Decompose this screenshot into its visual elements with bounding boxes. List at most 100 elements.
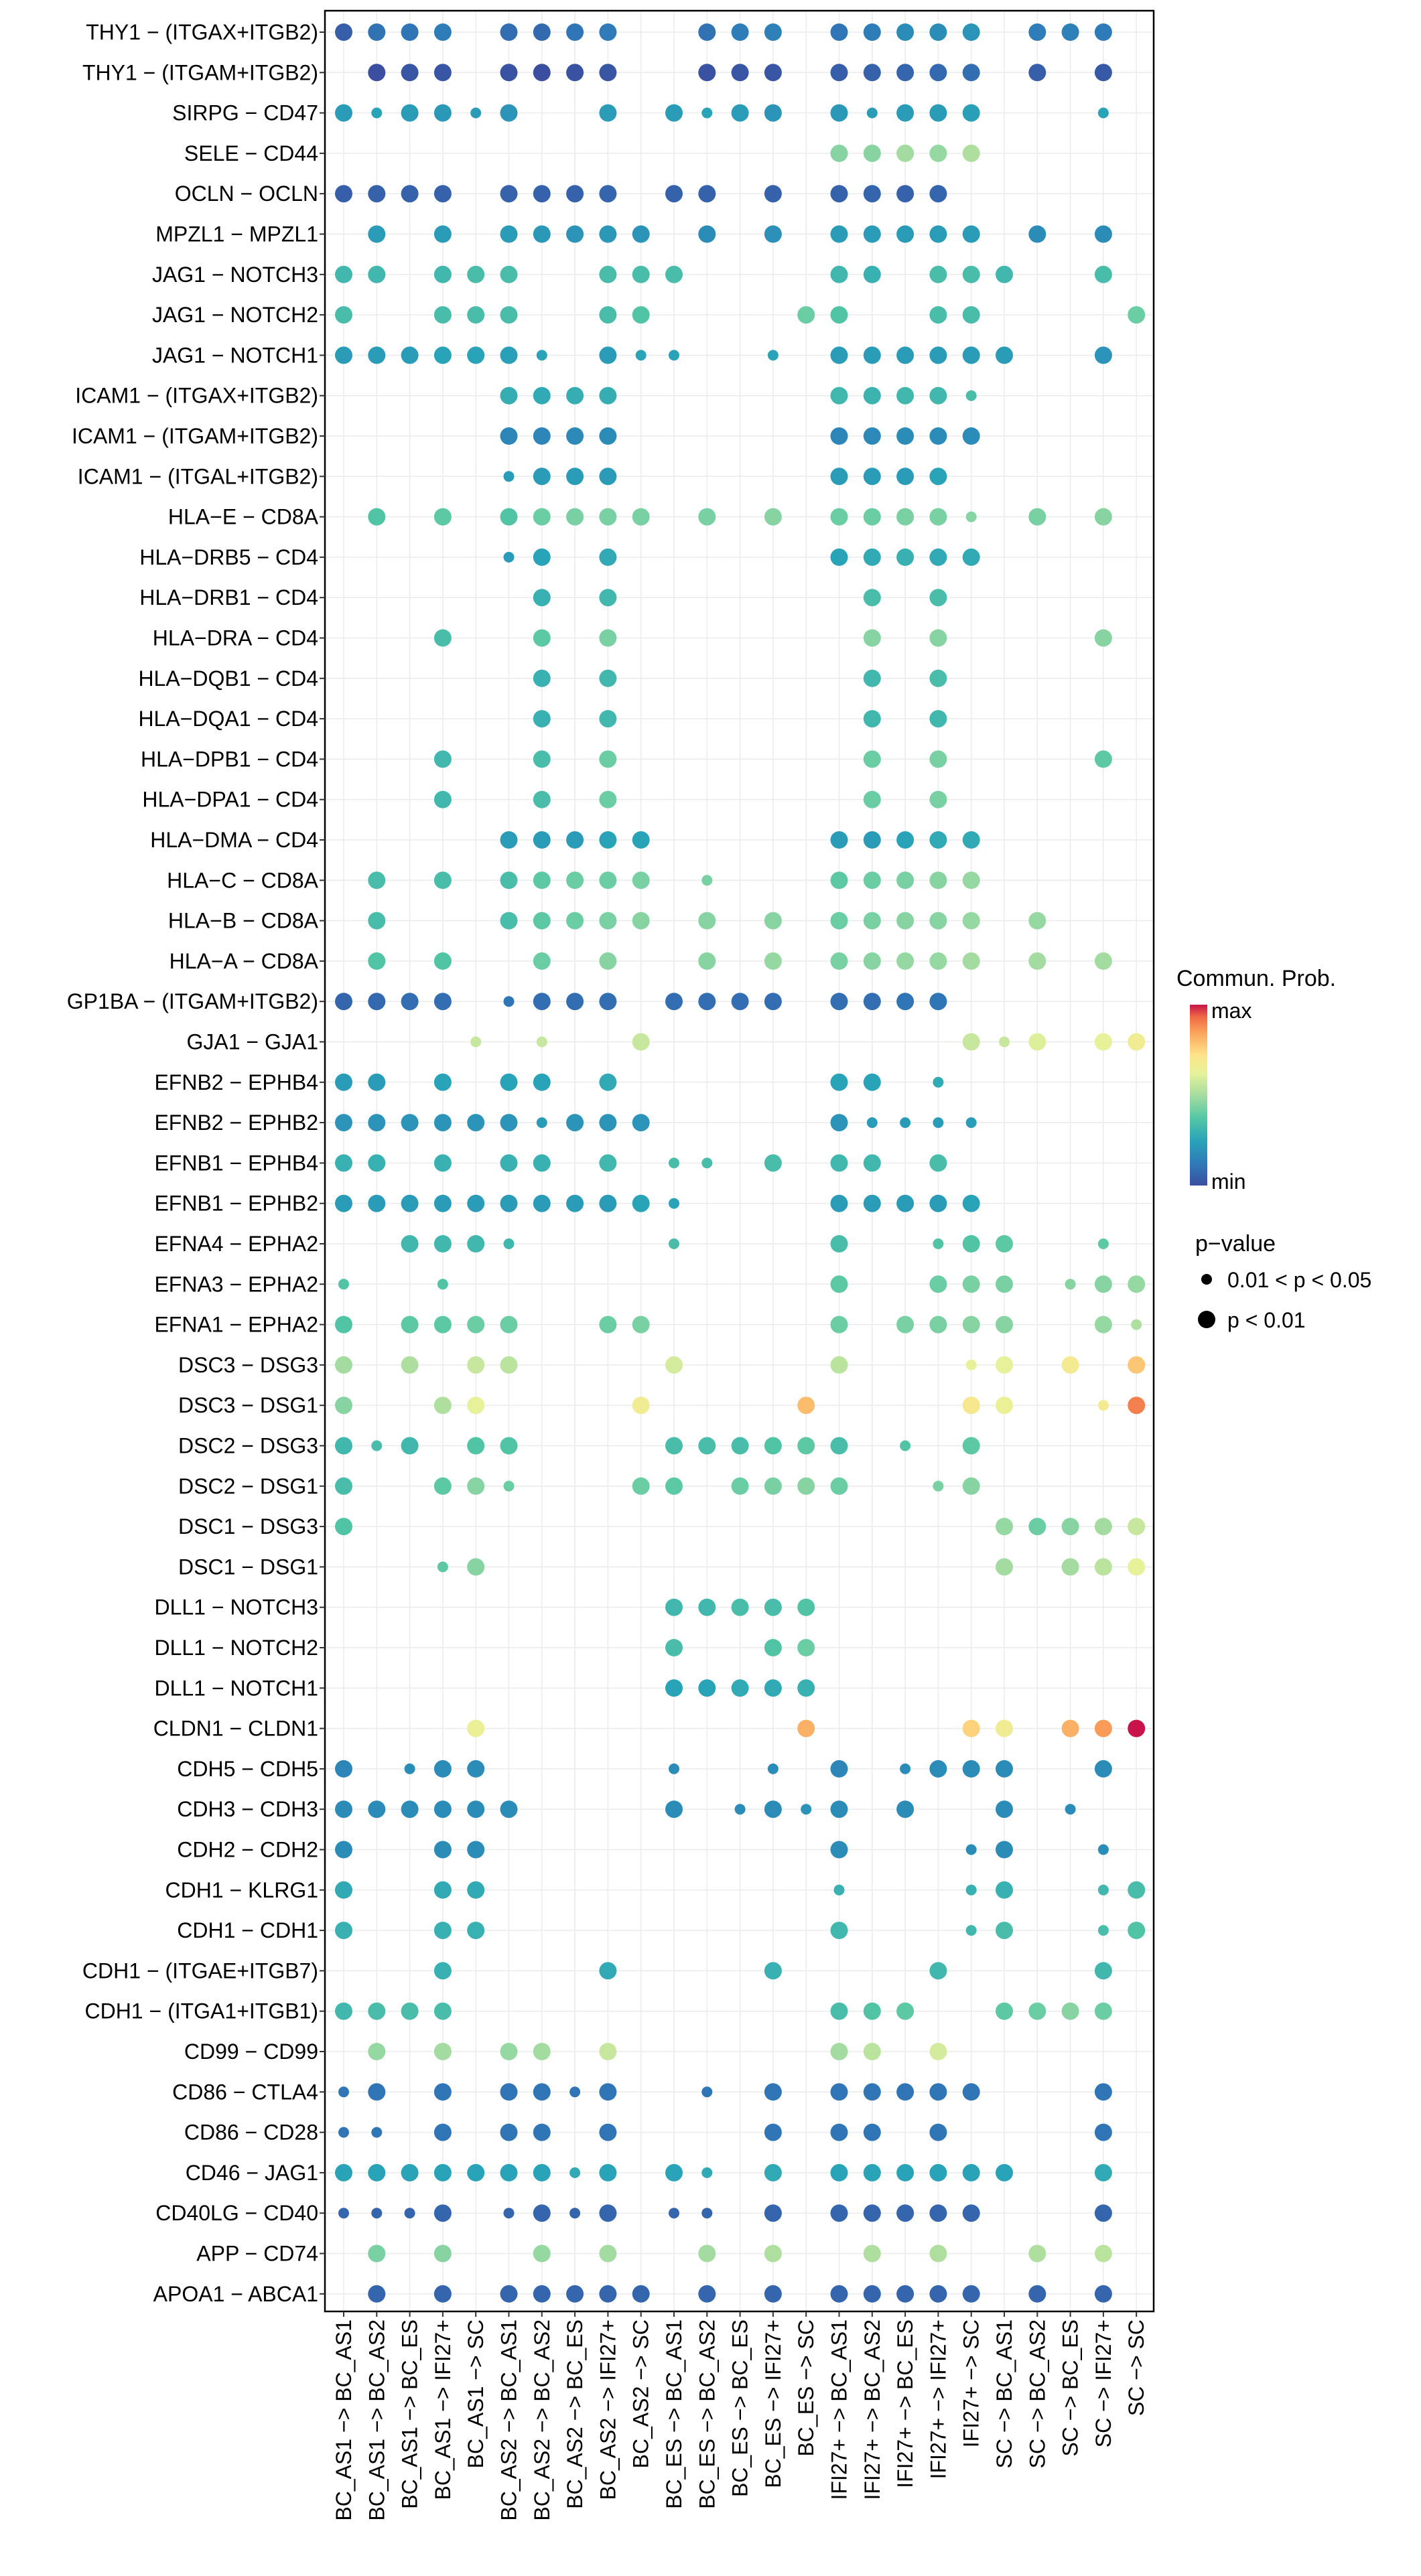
y-tick-label: HLA−DMA − CD4	[150, 828, 318, 852]
dot	[1061, 1719, 1079, 1737]
dot	[533, 2083, 551, 2101]
dot	[929, 64, 947, 82]
dot	[599, 265, 617, 283]
dot	[500, 1437, 518, 1455]
dot	[635, 350, 647, 361]
dot	[830, 1800, 848, 1818]
dot	[433, 1073, 452, 1091]
dot	[533, 185, 551, 203]
legend-color-title: Commun. Prob.	[1176, 966, 1336, 991]
dot	[335, 1477, 352, 1495]
dot	[500, 225, 518, 243]
dot	[599, 2204, 617, 2222]
dot	[1094, 1275, 1112, 1293]
dot	[1094, 1558, 1112, 1576]
dot	[830, 306, 848, 324]
y-tick-label: EFNB1 − EPHB4	[154, 1151, 318, 1175]
y-tick-label: DSC1 − DSG3	[178, 1514, 318, 1539]
dot	[731, 104, 749, 122]
dot	[533, 508, 551, 526]
dot	[830, 1235, 848, 1253]
dot	[433, 64, 452, 82]
dot	[996, 1397, 1013, 1415]
dot	[1094, 2204, 1112, 2222]
dot	[335, 1356, 352, 1374]
dot	[764, 2204, 782, 2222]
dot	[830, 2083, 848, 2101]
dot	[500, 1154, 518, 1172]
dot	[500, 104, 518, 122]
dot	[863, 790, 881, 808]
dot	[996, 2163, 1013, 2181]
dot	[929, 1275, 947, 1293]
dot	[933, 1076, 944, 1088]
dot	[698, 2285, 716, 2303]
dot	[500, 64, 518, 82]
dot	[433, 185, 452, 203]
dot	[863, 23, 881, 41]
dot	[962, 306, 980, 324]
dot	[665, 1639, 683, 1656]
dot	[665, 104, 683, 122]
dot	[996, 1800, 1013, 1818]
dot	[1097, 107, 1109, 119]
dot	[433, 952, 452, 970]
dot	[863, 993, 881, 1011]
dot	[566, 185, 584, 203]
dot	[1094, 64, 1112, 82]
y-tick-label: CDH1 − KLRG1	[165, 1878, 318, 1902]
dot	[599, 912, 617, 930]
dot	[566, 912, 584, 930]
dot	[962, 1275, 980, 1293]
dot	[996, 1841, 1013, 1859]
dot	[533, 2043, 551, 2060]
dot	[401, 1114, 419, 1132]
y-tick-label: DSC3 − DSG1	[178, 1393, 318, 1417]
dot	[569, 2167, 581, 2178]
y-tick-label: DLL1 − NOTCH2	[154, 1636, 318, 1660]
dot	[500, 1356, 518, 1374]
dot	[830, 104, 848, 122]
y-tick-label: HLA−DPB1 − CD4	[141, 747, 318, 771]
dot	[401, 2163, 419, 2181]
dot	[533, 993, 551, 1011]
dot	[1097, 1844, 1109, 1855]
dot	[368, 2002, 386, 2020]
dot	[767, 1763, 779, 1774]
dot	[731, 993, 749, 1011]
dot	[764, 23, 782, 41]
dot	[830, 871, 848, 889]
dot	[830, 1114, 848, 1132]
dot	[698, 2244, 716, 2263]
dot	[404, 1763, 415, 1774]
y-tick-label: CDH2 − CDH2	[177, 1838, 318, 1862]
dot	[797, 1679, 815, 1697]
legend-size-small-dot	[1201, 1274, 1212, 1285]
dot	[503, 2208, 515, 2219]
dot	[335, 104, 352, 122]
x-tick-label: IFI27+ −> BC_ES	[893, 2319, 917, 2488]
dot	[863, 144, 881, 162]
dot	[433, 2285, 452, 2303]
dot	[929, 2083, 947, 2101]
x-tick-label: IFI27+ −> BC_AS1	[827, 2319, 852, 2500]
dot	[632, 871, 650, 889]
y-tick-label: CDH1 − CDH1	[177, 1918, 318, 1942]
dot	[962, 1033, 980, 1051]
dot	[731, 1679, 749, 1697]
dot	[996, 1275, 1013, 1293]
dot	[929, 2043, 947, 2060]
dot	[433, 104, 452, 122]
dot	[962, 23, 980, 41]
dot	[965, 1117, 977, 1129]
dot	[1094, 23, 1112, 41]
dot	[1028, 2285, 1046, 2303]
dot	[764, 185, 782, 203]
dot	[1097, 1925, 1109, 1936]
y-tick-label: HLA−DQA1 − CD4	[138, 707, 318, 731]
dot	[433, 1477, 452, 1495]
x-tick-label: SC −> IFI27+	[1091, 2319, 1115, 2447]
dot	[1094, 750, 1112, 768]
dot	[371, 2208, 383, 2219]
dot	[599, 1154, 617, 1172]
